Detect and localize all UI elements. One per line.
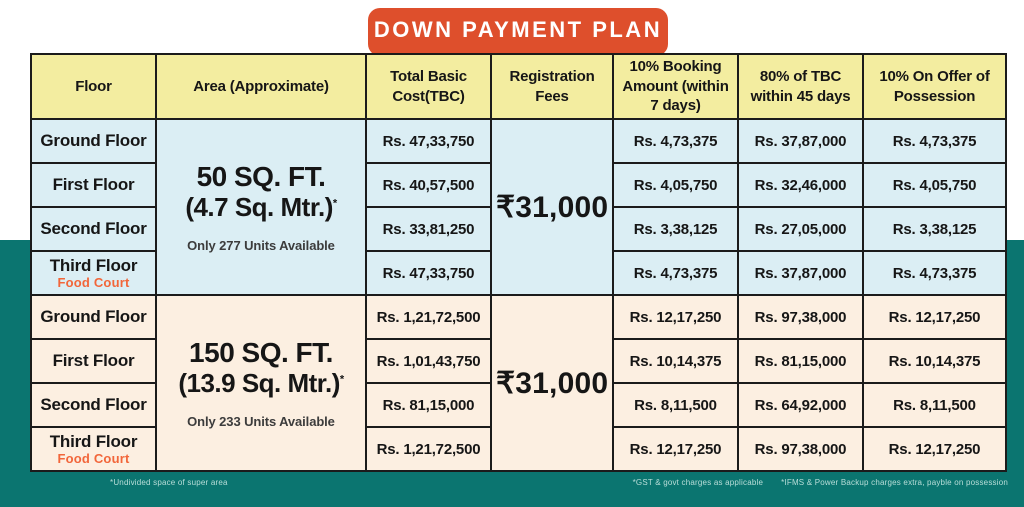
registration-fee-cell: ₹31,000 xyxy=(490,294,614,472)
booking-cell: Rs. 4,05,750 xyxy=(612,162,739,208)
booking-cell: Rs. 12,17,250 xyxy=(612,426,739,472)
header-total-basic-cost: Total Basic Cost(TBC) xyxy=(365,53,492,120)
within45-cell: Rs. 37,87,000 xyxy=(737,118,864,164)
footnote-ifms: *IFMS & Power Backup charges extra, payb… xyxy=(781,478,1008,487)
footnote-asterisk: * xyxy=(332,197,337,210)
booking-cell: Rs. 4,73,375 xyxy=(612,250,739,296)
header-area: Area (Approximate) xyxy=(155,53,367,120)
area-cell: 150 SQ. FT. (13.9 Sq. Mtr.)* Only 233 Un… xyxy=(155,294,367,472)
footnote-gst: *GST & govt charges as applicable xyxy=(632,478,764,487)
title-banner: DOWN PAYMENT PLAN xyxy=(368,8,668,56)
area-metric: (4.7 Sq. Mtr.)* xyxy=(185,192,337,223)
footnote-asterisk: * xyxy=(339,373,344,386)
possession-cell: Rs. 12,17,250 xyxy=(862,294,1007,340)
registration-fee-cell: ₹31,000 xyxy=(490,118,614,296)
table-row: Ground Floor 50 SQ. FT. (4.7 Sq. Mtr.)* … xyxy=(30,118,1007,296)
within45-cell: Rs. 97,38,000 xyxy=(737,426,864,472)
header-80pct-tbc: 80% of TBC within 45 days xyxy=(737,53,864,120)
area-metric: (13.9 Sq. Mtr.)* xyxy=(178,368,344,399)
area-availability: Only 277 Units Available xyxy=(187,237,335,253)
possession-cell: Rs. 4,05,750 xyxy=(862,162,1007,208)
page-title: DOWN PAYMENT PLAN xyxy=(373,17,663,42)
header-row: Floor Area (Approximate) Total Basic Cos… xyxy=(30,53,1007,120)
possession-cell: Rs. 4,73,375 xyxy=(862,250,1007,296)
within45-cell: Rs. 37,87,000 xyxy=(737,250,864,296)
floor-cell: Ground Floor xyxy=(30,294,157,340)
area-cell: 50 SQ. FT. (4.7 Sq. Mtr.)* Only 277 Unit… xyxy=(155,118,367,296)
header-registration-fees: Registration Fees xyxy=(490,53,614,120)
tbc-cell: Rs. 1,01,43,750 xyxy=(365,338,492,384)
possession-cell: Rs. 8,11,500 xyxy=(862,382,1007,428)
table-row: First Floor Rs. 40,57,500 Rs. 4,05,750 R… xyxy=(30,162,1007,208)
table-row: First Floor Rs. 1,01,43,750 Rs. 10,14,37… xyxy=(30,338,1007,384)
footnote-undivided-space: *Undivided space of super area xyxy=(110,478,228,487)
within45-cell: Rs. 27,05,000 xyxy=(737,206,864,252)
header-booking-amount: 10% Booking Amount (within 7 days) xyxy=(612,53,739,120)
booking-cell: Rs. 12,17,250 xyxy=(612,294,739,340)
possession-cell: Rs. 3,38,125 xyxy=(862,206,1007,252)
floor-cell: Ground Floor xyxy=(30,118,157,164)
table-row: Third Floor Food Court Rs. 47,33,750 Rs. … xyxy=(30,250,1007,296)
tbc-cell: Rs. 47,33,750 xyxy=(365,250,492,296)
floor-cell: Second Floor xyxy=(30,382,157,428)
possession-cell: Rs. 4,73,375 xyxy=(862,118,1007,164)
area-size: 50 SQ. FT. xyxy=(196,161,326,193)
within45-cell: Rs. 97,38,000 xyxy=(737,294,864,340)
table-row: Second Floor Rs. 33,81,250 Rs. 3,38,125 … xyxy=(30,206,1007,252)
footnotes-right: *GST & govt charges as applicable *IFMS … xyxy=(633,478,1008,487)
tbc-cell: Rs. 33,81,250 xyxy=(365,206,492,252)
header-floor: Floor xyxy=(30,53,157,120)
tbc-cell: Rs. 47,33,750 xyxy=(365,118,492,164)
within45-cell: Rs. 32,46,000 xyxy=(737,162,864,208)
within45-cell: Rs. 64,92,000 xyxy=(737,382,864,428)
tbc-cell: Rs. 81,15,000 xyxy=(365,382,492,428)
floor-cell: Third Floor Food Court xyxy=(30,426,157,472)
booking-cell: Rs. 3,38,125 xyxy=(612,206,739,252)
food-court-label: Food Court xyxy=(57,450,130,466)
floor-cell: First Floor xyxy=(30,162,157,208)
within45-cell: Rs. 81,15,000 xyxy=(737,338,864,384)
area-size: 150 SQ. FT. xyxy=(189,337,333,369)
table-row: Second Floor Rs. 81,15,000 Rs. 8,11,500 … xyxy=(30,382,1007,428)
food-court-label: Food Court xyxy=(57,274,130,290)
tbc-cell: Rs. 40,57,500 xyxy=(365,162,492,208)
possession-cell: Rs. 10,14,375 xyxy=(862,338,1007,384)
floor-cell: First Floor xyxy=(30,338,157,384)
floor-cell: Third Floor Food Court xyxy=(30,250,157,296)
header-offer-of-possession: 10% On Offer of Possession xyxy=(862,53,1007,120)
table-row: Ground Floor 150 SQ. FT. (13.9 Sq. Mtr.)… xyxy=(30,294,1007,472)
possession-cell: Rs. 12,17,250 xyxy=(862,426,1007,472)
booking-cell: Rs. 10,14,375 xyxy=(612,338,739,384)
table-row: Third Floor Food Court Rs. 1,21,72,500 Rs… xyxy=(30,426,1007,472)
booking-cell: Rs. 4,73,375 xyxy=(612,118,739,164)
floor-cell: Second Floor xyxy=(30,206,157,252)
booking-cell: Rs. 8,11,500 xyxy=(612,382,739,428)
tbc-cell: Rs. 1,21,72,500 xyxy=(365,426,492,472)
tbc-cell: Rs. 1,21,72,500 xyxy=(365,294,492,340)
area-availability: Only 233 Units Available xyxy=(187,413,335,429)
down-payment-table: Floor Area (Approximate) Total Basic Cos… xyxy=(30,53,1007,472)
